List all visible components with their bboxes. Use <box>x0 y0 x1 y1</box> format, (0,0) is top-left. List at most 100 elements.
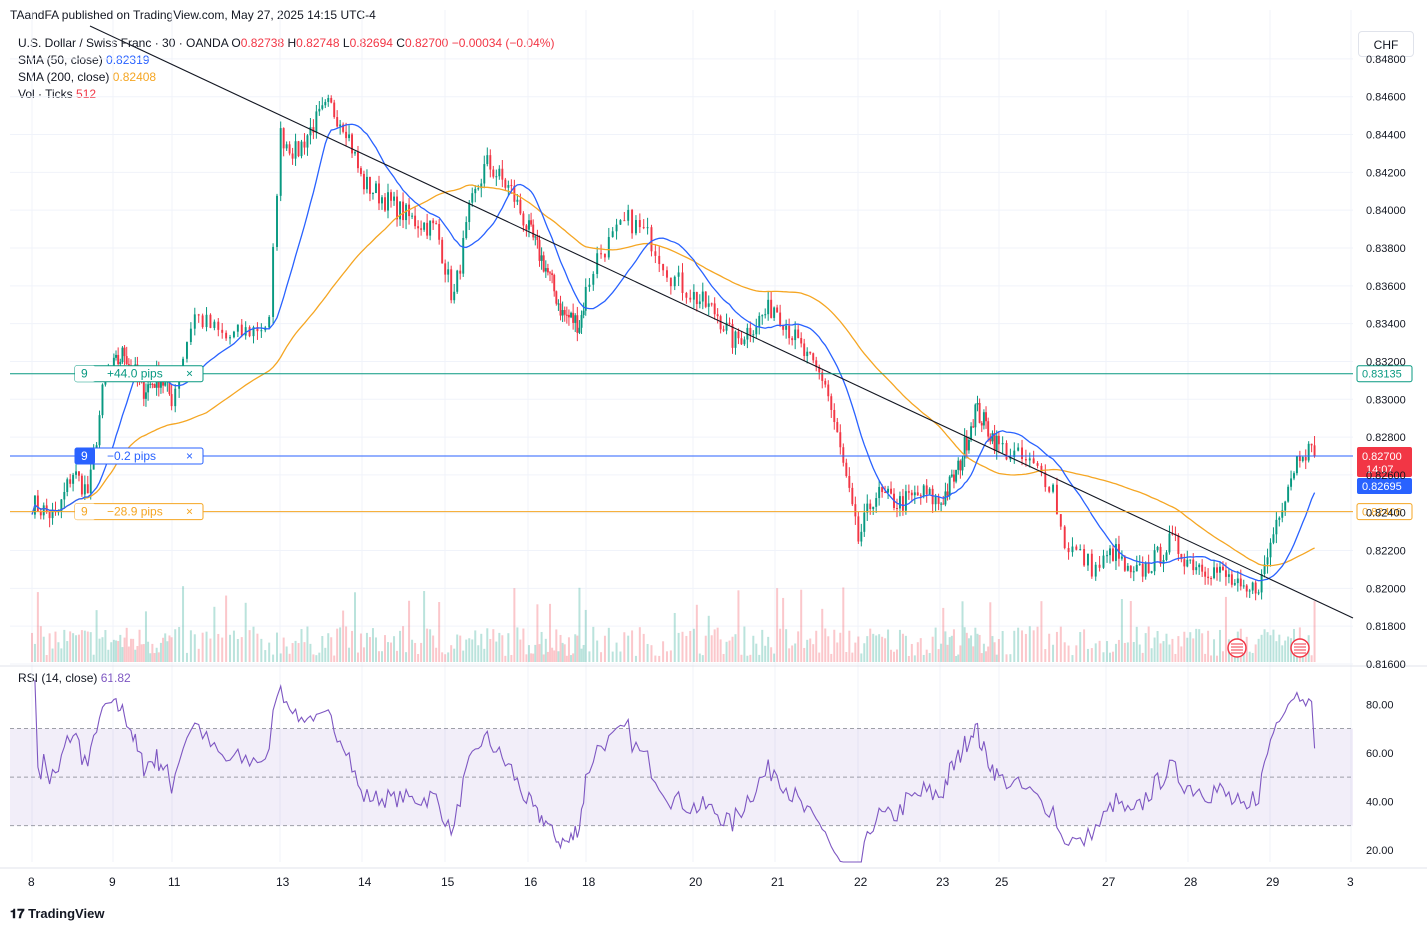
candle-body <box>477 188 480 190</box>
volume-bar <box>1052 644 1055 662</box>
volume-bar <box>411 639 414 662</box>
candle-body <box>525 225 528 230</box>
volume-bar <box>486 628 489 662</box>
candle-body <box>174 388 177 407</box>
candle-body <box>1079 549 1082 551</box>
volume-bar <box>516 627 519 662</box>
volume-bar <box>824 628 827 662</box>
volume-bar <box>351 630 354 662</box>
candle-body <box>1083 549 1086 566</box>
volume-bar <box>887 629 890 662</box>
volume-bar <box>719 639 722 662</box>
volume-bar <box>578 587 581 662</box>
candle-body <box>937 496 940 504</box>
volume-bar <box>740 654 743 662</box>
candle-body <box>1075 546 1078 550</box>
volume-bar <box>1245 636 1248 662</box>
candle-body <box>83 484 86 495</box>
candle-body <box>1098 564 1101 568</box>
volume-bar <box>468 638 471 662</box>
candle-body <box>1221 566 1224 571</box>
volume-bar <box>1024 633 1027 662</box>
candle-body <box>1236 578 1239 584</box>
rsi-legend[interactable]: RSI (14, close) 61.82 <box>18 671 131 685</box>
sma50-row[interactable]: SMA (50, close) 0.82319 <box>18 52 554 69</box>
volume-bar <box>240 637 243 662</box>
volume-bar <box>66 641 69 662</box>
candle-body <box>961 458 964 471</box>
volume-bar <box>483 648 486 662</box>
volume-bar <box>182 586 185 662</box>
candle-body <box>1141 563 1144 577</box>
candle-body <box>650 227 653 252</box>
candle-body <box>438 224 441 240</box>
candle-body <box>272 246 275 317</box>
candle-body <box>1230 574 1233 585</box>
volume-bar <box>98 638 101 662</box>
volume-bar <box>1183 631 1186 662</box>
rsi-axis-tick: 60.00 <box>1366 748 1394 760</box>
time-axis-tick: 15 <box>441 875 455 889</box>
volume-bar <box>584 609 587 662</box>
candle-body <box>839 432 842 448</box>
candle-body <box>925 485 928 495</box>
volume-bar <box>555 629 558 662</box>
candle-body <box>1150 571 1153 573</box>
candle-body <box>1109 548 1111 556</box>
candle-body <box>252 327 255 337</box>
volume-bar <box>1278 634 1281 662</box>
candle-body <box>875 498 878 507</box>
candle-body <box>978 403 981 423</box>
candle-body <box>429 220 432 236</box>
volume-bar <box>901 633 904 662</box>
pip-label-0: 9 +44.0 pips × <box>74 365 204 383</box>
candle-body <box>112 357 115 369</box>
symbol-title[interactable]: U.S. Dollar / Swiss Franc · 30 · OANDA <box>18 36 229 50</box>
close-icon: × <box>186 449 193 463</box>
candle-body <box>764 314 767 316</box>
candle-body <box>229 337 231 339</box>
candle-body <box>1201 564 1204 572</box>
volume-bar <box>1129 601 1132 662</box>
candle-body <box>1165 552 1168 561</box>
candle-body <box>522 213 525 226</box>
volume-bar <box>1102 652 1105 662</box>
candle-body <box>1159 546 1162 564</box>
currency-button[interactable]: CHF <box>1358 31 1414 57</box>
candle-body <box>504 179 507 188</box>
sma200-label: SMA (200, close) <box>18 70 110 84</box>
volume-bar <box>567 637 570 662</box>
volume-bar <box>80 630 83 662</box>
volume-bar <box>1048 633 1051 662</box>
candle-body <box>797 329 800 339</box>
candle-body <box>372 193 374 195</box>
candle-body <box>362 173 365 190</box>
candle-body <box>995 435 998 451</box>
volume-bar <box>611 651 614 662</box>
volume-bar <box>149 653 152 662</box>
candle-body <box>36 495 39 512</box>
volume-bar <box>453 648 456 662</box>
volume-bar <box>743 626 746 662</box>
candle-body <box>1123 556 1126 571</box>
candle-body <box>913 492 916 496</box>
candle-body <box>1213 567 1216 579</box>
candle-body <box>544 268 547 272</box>
candle-body <box>1269 542 1272 558</box>
candle-body <box>619 220 622 225</box>
volume-bar <box>1123 642 1126 662</box>
volume-bar <box>495 641 498 662</box>
volume-bar <box>815 630 818 662</box>
sma200-row[interactable]: SMA (200, close) 0.82408 <box>18 69 554 86</box>
candle-body <box>1275 519 1278 535</box>
volume-bar <box>685 635 688 662</box>
volume-bar <box>405 652 408 662</box>
volume-bar <box>489 638 492 662</box>
volume-bar <box>510 654 513 662</box>
volume-bar <box>551 647 554 662</box>
volume-bar <box>627 635 630 662</box>
candle-body <box>600 253 603 255</box>
price-axis-tick: 0.83800 <box>1366 243 1406 255</box>
candle-body <box>767 299 770 315</box>
